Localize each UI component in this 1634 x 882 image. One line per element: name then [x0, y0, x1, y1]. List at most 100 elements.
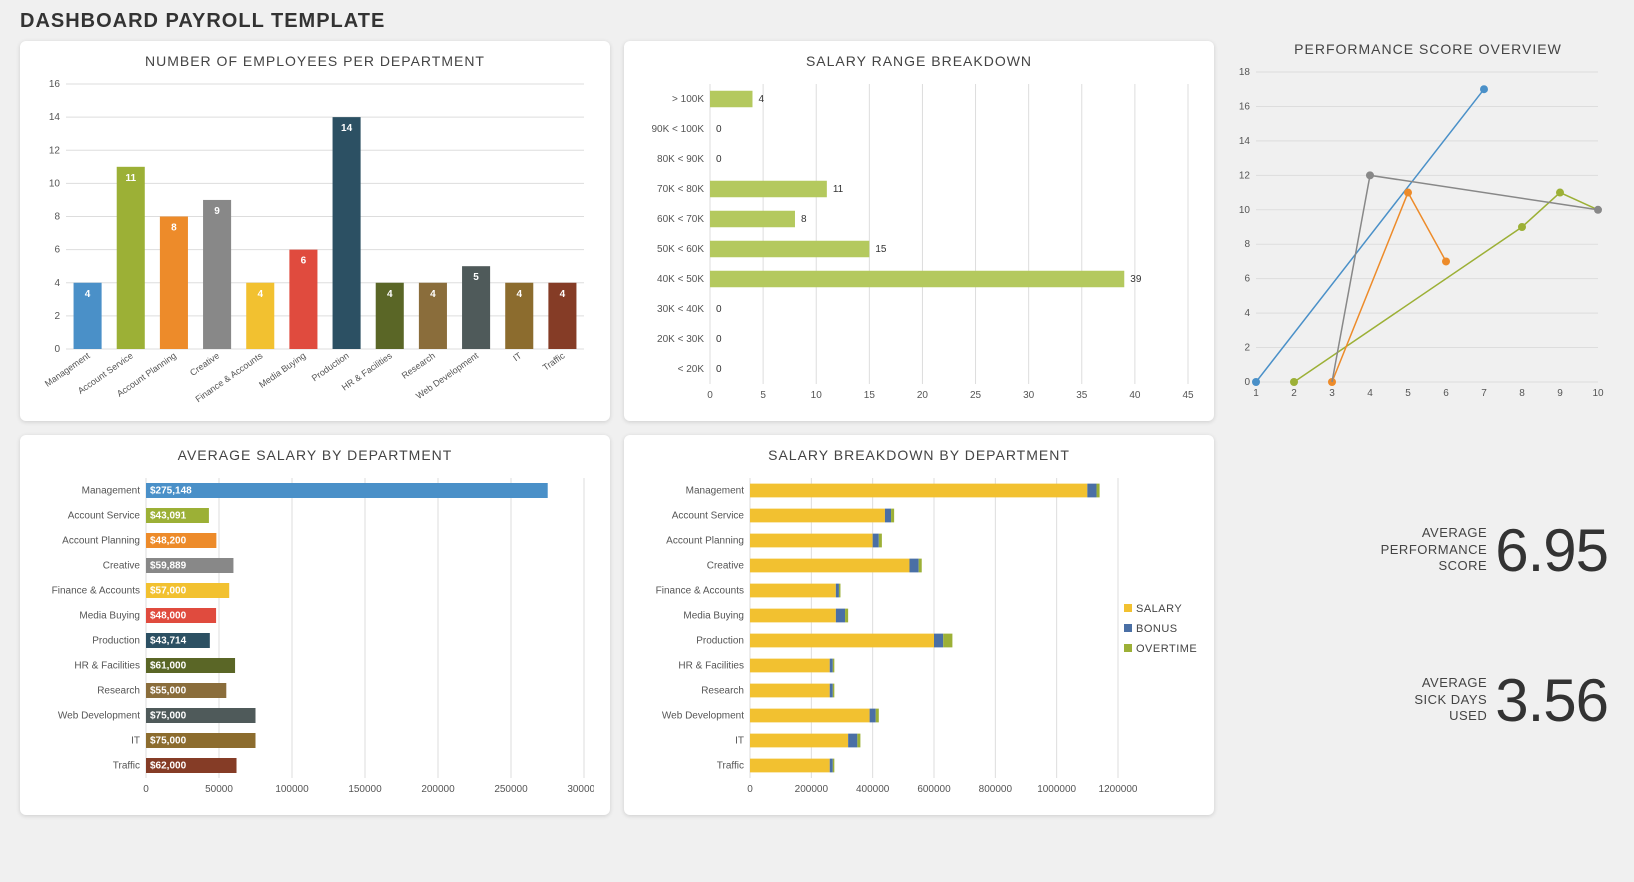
svg-text:$57,000: $57,000 [150, 586, 187, 597]
kpi-sickdays: AVERAGE SICK DAYS USED 3.56 [1248, 666, 1608, 735]
svg-text:Account Planning: Account Planning [666, 536, 744, 547]
svg-text:IT: IT [131, 736, 140, 747]
svg-text:0: 0 [747, 784, 753, 795]
kpi-sickdays-label: AVERAGE SICK DAYS USED [1414, 675, 1487, 726]
svg-text:$43,091: $43,091 [150, 511, 187, 522]
salary-range-title: SALARY RANGE BREAKDOWN [640, 53, 1198, 69]
svg-text:15: 15 [864, 390, 876, 401]
kpi-panel: AVERAGE PERFORMANCE SCORE 6.95 AVERAGE S… [1228, 435, 1628, 815]
salary-range-chart: 051015202530354045> 100K490K < 100K080K … [640, 79, 1198, 409]
svg-text:10: 10 [49, 178, 61, 189]
salary-range-card: SALARY RANGE BREAKDOWN 05101520253035404… [624, 41, 1214, 421]
svg-text:Research: Research [701, 686, 744, 697]
svg-text:IT: IT [511, 350, 524, 363]
svg-text:Creative: Creative [707, 561, 745, 572]
svg-text:4: 4 [560, 289, 566, 300]
svg-text:4: 4 [430, 289, 436, 300]
svg-text:200000: 200000 [421, 784, 455, 795]
kpi-label-line: AVERAGE [1414, 675, 1487, 692]
svg-text:50K < 60K: 50K < 60K [657, 244, 704, 255]
svg-text:9: 9 [214, 206, 220, 217]
svg-text:60K < 70K: 60K < 70K [657, 214, 704, 225]
svg-text:OVERTIME: OVERTIME [1136, 643, 1197, 655]
svg-text:18: 18 [1239, 67, 1251, 78]
svg-text:8: 8 [801, 214, 807, 225]
svg-text:9: 9 [1557, 388, 1563, 399]
svg-text:16: 16 [1239, 101, 1251, 112]
svg-text:Account Planning: Account Planning [62, 536, 140, 547]
svg-text:Creative: Creative [103, 561, 141, 572]
svg-text:0: 0 [716, 124, 722, 135]
employees-chart-card: NUMBER OF EMPLOYEES PER DEPARTMENT 02468… [20, 41, 610, 421]
svg-text:100000: 100000 [275, 784, 309, 795]
svg-text:5: 5 [760, 390, 766, 401]
svg-text:16: 16 [49, 79, 61, 90]
performance-panel: PERFORMANCE SCORE OVERVIEW 0246810121416… [1228, 41, 1628, 421]
svg-text:BONUS: BONUS [1136, 623, 1178, 635]
svg-text:Traffic: Traffic [113, 761, 140, 772]
salary-breakdown-chart: 020000040000060000080000010000001200000M… [640, 473, 1198, 803]
svg-text:15: 15 [875, 244, 887, 255]
svg-text:> 100K: > 100K [672, 94, 704, 105]
avg-salary-card: AVERAGE SALARY BY DEPARTMENT 05000010000… [20, 435, 610, 815]
svg-text:800000: 800000 [979, 784, 1013, 795]
svg-text:10: 10 [1239, 205, 1251, 216]
svg-text:$62,000: $62,000 [150, 761, 187, 772]
svg-text:5: 5 [473, 272, 479, 283]
svg-text:8: 8 [171, 223, 177, 234]
svg-text:250000: 250000 [494, 784, 528, 795]
kpi-performance-value: 6.95 [1495, 516, 1608, 585]
svg-text:4: 4 [387, 289, 393, 300]
svg-text:14: 14 [341, 123, 353, 134]
performance-chart-title: PERFORMANCE SCORE OVERVIEW [1228, 41, 1628, 57]
svg-text:0: 0 [143, 784, 149, 795]
svg-text:200000: 200000 [795, 784, 829, 795]
svg-text:SALARY: SALARY [1136, 603, 1182, 615]
svg-text:0: 0 [716, 154, 722, 165]
kpi-sickdays-value: 3.56 [1495, 666, 1608, 735]
svg-text:Media Buying: Media Buying [79, 611, 140, 622]
kpi-performance: AVERAGE PERFORMANCE SCORE 6.95 [1248, 516, 1608, 585]
svg-text:1200000: 1200000 [1099, 784, 1138, 795]
svg-text:Traffic: Traffic [717, 761, 744, 772]
svg-text:45: 45 [1182, 390, 1194, 401]
svg-text:12: 12 [49, 145, 61, 156]
svg-text:1: 1 [1253, 388, 1259, 399]
svg-text:50000: 50000 [205, 784, 233, 795]
svg-text:1000000: 1000000 [1037, 784, 1076, 795]
svg-text:Media Buying: Media Buying [257, 350, 307, 389]
svg-text:12: 12 [1239, 170, 1251, 181]
svg-text:$75,000: $75,000 [150, 711, 187, 722]
svg-text:Account Service: Account Service [68, 511, 141, 522]
svg-text:$275,148: $275,148 [150, 486, 192, 497]
svg-text:14: 14 [49, 112, 61, 123]
svg-text:Web Development: Web Development [58, 711, 140, 722]
svg-text:70K < 80K: 70K < 80K [657, 184, 704, 195]
svg-text:6: 6 [301, 256, 307, 267]
svg-text:2: 2 [1244, 343, 1250, 354]
svg-text:600000: 600000 [917, 784, 951, 795]
salary-breakdown-title: SALARY BREAKDOWN BY DEPARTMENT [640, 447, 1198, 463]
svg-text:Research: Research [97, 686, 140, 697]
svg-text:$75,000: $75,000 [150, 736, 187, 747]
svg-text:4: 4 [54, 278, 60, 289]
kpi-performance-label: AVERAGE PERFORMANCE SCORE [1381, 525, 1488, 576]
svg-text:0: 0 [716, 304, 722, 315]
kpi-label-line: USED [1414, 708, 1487, 725]
svg-text:80K < 90K: 80K < 90K [657, 154, 704, 165]
svg-text:8: 8 [1244, 239, 1250, 250]
svg-text:$48,200: $48,200 [150, 536, 187, 547]
svg-text:8: 8 [1519, 388, 1525, 399]
svg-text:4: 4 [758, 94, 764, 105]
svg-text:0: 0 [54, 344, 60, 355]
svg-text:90K < 100K: 90K < 100K [651, 124, 704, 135]
svg-text:HR & Facilities: HR & Facilities [678, 661, 744, 672]
svg-text:3: 3 [1329, 388, 1335, 399]
svg-text:Management: Management [686, 486, 745, 497]
svg-text:8: 8 [54, 212, 60, 223]
svg-text:20K < 30K: 20K < 30K [657, 334, 704, 345]
svg-text:10: 10 [811, 390, 823, 401]
svg-text:4: 4 [85, 289, 91, 300]
svg-text:Management: Management [82, 486, 141, 497]
svg-text:< 20K: < 20K [678, 364, 705, 375]
